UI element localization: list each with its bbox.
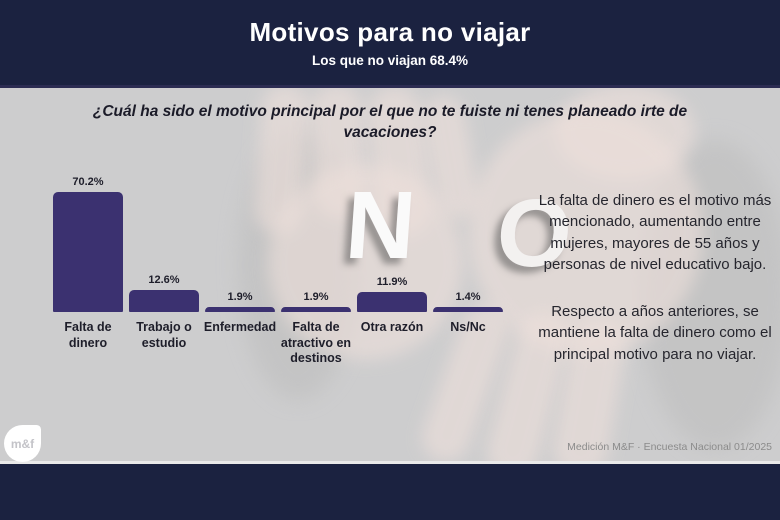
bar: [53, 192, 123, 312]
bar-value-label: 11.9%: [376, 276, 408, 288]
header: Motivos para no viajar Los que no viajan…: [0, 0, 780, 88]
page-subtitle: Los que no viajan 68.4%: [311, 53, 469, 68]
bar-chart: 70.2% Falta de dinero 12.6% Trabajo o estud…: [50, 168, 506, 367]
footer-bar: [0, 461, 780, 520]
hand-palm-left: [268, 165, 463, 360]
insight-paragraph-1: La falta de dinero es el motivo más menc…: [538, 192, 772, 273]
bar-area: 11.9%: [354, 168, 430, 312]
bar: [433, 307, 503, 312]
bar-value-label: 12.6%: [148, 274, 180, 286]
bar-column: 11.9% Otra razón: [354, 168, 430, 367]
bar-column: 12.6% Trabajo o estudio: [126, 168, 202, 367]
bar-category-label: Trabajo o estudio: [136, 320, 192, 350]
bar-category-label: Falta de atractivo en destinos: [280, 320, 352, 366]
bar: [357, 292, 427, 312]
bar-area: 1.4%: [430, 168, 506, 312]
bar: [281, 307, 351, 312]
mf-logo: m&f: [4, 425, 41, 462]
bar-value-label: 1.9%: [227, 291, 253, 303]
bar-category-label: Otra razón: [360, 320, 424, 334]
bar-column: 1.9% Falta de atractivo en destinos: [278, 168, 354, 367]
hand-palm-right: [468, 110, 703, 355]
bar-value-label: 70.2%: [72, 176, 104, 188]
bar: [205, 307, 275, 312]
bar-value-label: 1.4%: [455, 291, 481, 303]
bar-column: 70.2% Falta de dinero: [50, 168, 126, 367]
bar-category-label: Enfermedad: [203, 320, 277, 334]
page-title: Motivos para no viajar: [249, 17, 531, 47]
insight-paragraph-2: Respecto a años anteriores, se mantiene …: [538, 303, 772, 363]
bar-value-label: 1.9%: [303, 291, 329, 303]
bar-column: 1.9% Enfermedad: [202, 168, 278, 367]
bar-column: 1.4% Ns/Nc: [430, 168, 506, 367]
bar-area: 70.2%: [50, 168, 126, 312]
bar-area: 12.6%: [126, 168, 202, 312]
bar-category-label: Falta de dinero: [64, 320, 112, 350]
survey-question: ¿Cuál ha sido el motivo principal por el…: [92, 103, 688, 141]
bar-category-label: Ns/Nc: [450, 320, 486, 334]
bar-area: 1.9%: [202, 168, 278, 312]
bar-area: 1.9%: [278, 168, 354, 312]
insight-panel: La falta de dinero es el motivo más menc…: [538, 190, 772, 365]
bar: [129, 290, 199, 312]
source-note: Medición M&F · Encuesta Nacional 01/2025: [567, 441, 772, 453]
